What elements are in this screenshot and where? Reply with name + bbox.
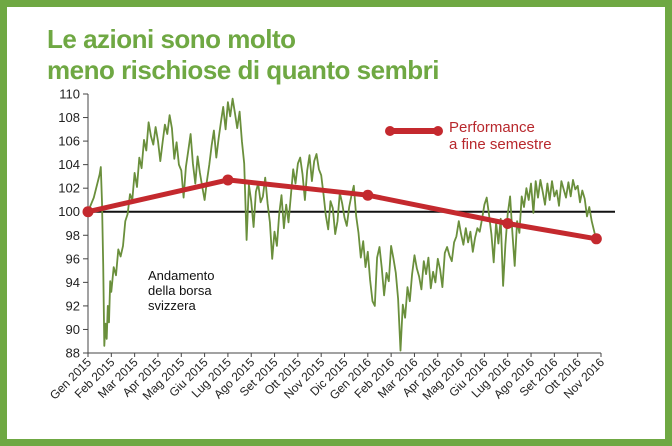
y-tick-label: 106 [58,134,80,149]
y-tick-label: 88 [66,346,80,361]
performance-point [590,233,602,245]
y-tick-label: 90 [66,322,80,337]
legend-label-line-2: a fine semestre [449,136,552,153]
y-tick-label: 110 [59,87,80,102]
legend-marker-start [385,126,395,136]
chart-title-line-2: meno rischiose di quanto sembri [47,55,439,85]
y-tick-label: 102 [58,181,80,196]
legend: Performance a fine semestre [385,119,552,153]
y-tick-label: 104 [58,157,80,172]
chart-title: Le azioni sono molto meno rischiose di q… [47,24,439,86]
y-tick-label: 108 [58,110,80,125]
performance-point [222,174,234,186]
y-tick-label: 94 [66,275,80,290]
performance-point [502,218,514,229]
y-tick-label: 96 [66,251,80,266]
legend-label-line-1: Performance [449,119,535,136]
performance-point [362,189,374,201]
annotation-line-1: Andamento [148,268,215,283]
index-annotation: Andamento della borsa svizzera [148,268,215,313]
y-tick-label: 100 [58,204,80,219]
performance-point [82,206,94,218]
legend-marker-end [433,126,443,136]
performance-layer [82,174,602,245]
y-tick-label: 92 [66,298,80,313]
annotation-line-2: della borsa [148,283,212,298]
y-tick-label: 98 [66,228,80,243]
annotation-line-3: svizzera [148,298,196,313]
chart-title-line-1: Le azioni sono molto [47,24,296,54]
